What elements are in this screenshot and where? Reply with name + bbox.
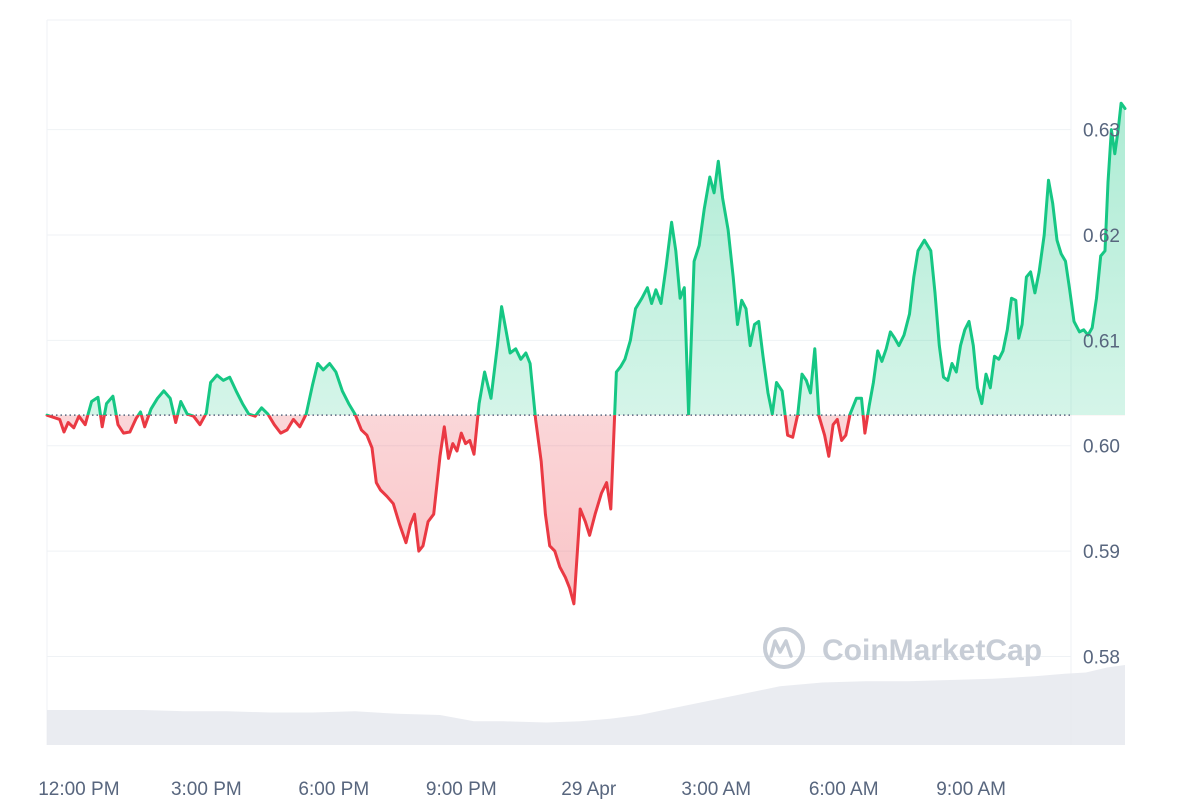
x-tick-label: 6:00 PM — [298, 779, 369, 800]
x-axis: 12:00 PM 3:00 PM 6:00 PM 9:00 PM 29 Apr 3:00 … — [38, 779, 1006, 800]
price-line-up — [45, 101, 1127, 416]
x-tick-label: 3:00 PM — [171, 779, 242, 800]
watermark-text: CoinMarketCap — [822, 634, 1042, 667]
y-tick-label: 0.61 — [1083, 331, 1120, 352]
x-tick-label: 12:00 PM — [38, 779, 119, 800]
x-tick-label: 29 Apr — [561, 779, 617, 800]
line-layer — [45, 101, 1127, 606]
y-axis: 0.63 0.62 0.61 0.60 0.59 0.58 — [1083, 121, 1120, 669]
volume-layer — [47, 665, 1125, 745]
volume-area — [47, 665, 1125, 745]
y-tick-label: 0.60 — [1083, 437, 1120, 458]
y-tick-label: 0.59 — [1083, 542, 1120, 563]
watermark: CoinMarketCap — [763, 627, 1042, 669]
x-tick-label: 9:00 PM — [426, 779, 497, 800]
y-tick-label: 0.58 — [1083, 647, 1120, 668]
x-tick-label: 6:00 AM — [809, 779, 879, 800]
y-tick-label: 0.62 — [1083, 226, 1120, 247]
watermark-logo-mark — [769, 639, 793, 658]
area-below-baseline — [47, 415, 1125, 604]
x-tick-label: 3:00 AM — [681, 779, 751, 800]
watermark-logo-icon — [763, 627, 805, 669]
y-tick-label: 0.63 — [1083, 121, 1120, 142]
x-tick-label: 9:00 AM — [936, 779, 1006, 800]
